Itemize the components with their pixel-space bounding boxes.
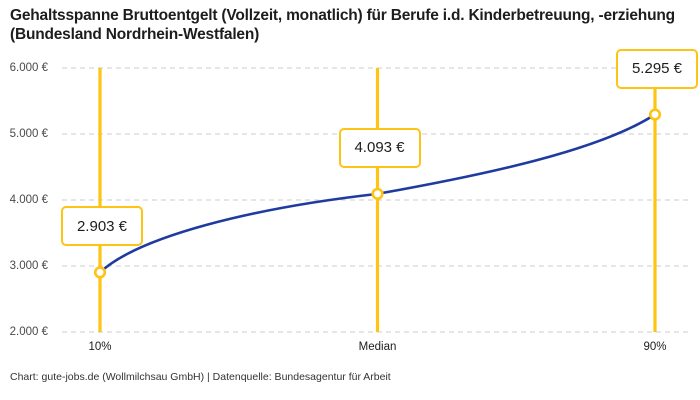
y-axis-tick-label: 4.000 € bbox=[9, 194, 48, 206]
chart-title: Gehaltsspanne Bruttoentgelt (Vollzeit, m… bbox=[10, 7, 675, 43]
data-point-marker bbox=[648, 108, 662, 121]
value-label-box: 2.903 € bbox=[61, 206, 143, 247]
data-point-marker bbox=[93, 266, 107, 279]
x-axis-tick-label: 10% bbox=[88, 341, 112, 353]
data-point-marker bbox=[371, 187, 384, 200]
y-axis-tick-label: 2.000 € bbox=[9, 326, 48, 338]
y-axis-tick-label: 6.000 € bbox=[9, 62, 48, 74]
value-label-box: 5.295 € bbox=[616, 48, 698, 89]
x-axis-tick-label: Median bbox=[358, 341, 397, 353]
x-axis-tick-label: 90% bbox=[643, 341, 667, 353]
y-axis-tick-label: 3.000 € bbox=[9, 260, 48, 272]
y-axis-tick-label: 5.000 € bbox=[9, 128, 48, 140]
value-label-box: 4.093 € bbox=[338, 127, 421, 168]
chart-credit: Chart: gute-jobs.de (Wollmilchsau GmbH) … bbox=[10, 371, 391, 383]
